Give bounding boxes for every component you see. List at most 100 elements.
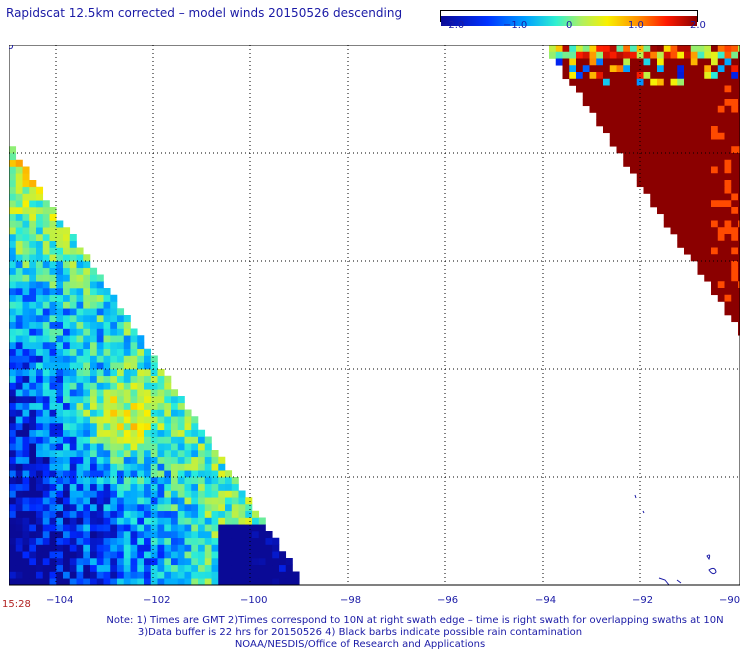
wind-cell (83, 254, 91, 262)
wind-cell (717, 85, 725, 93)
wind-cell (204, 497, 212, 505)
wind-cell (96, 477, 104, 485)
wind-cell (191, 483, 199, 491)
wind-cell (22, 213, 30, 221)
wind-cell (36, 558, 44, 566)
wind-cell (603, 119, 611, 127)
wind-cell (130, 463, 138, 471)
wind-cell (117, 308, 125, 316)
wind-cell (96, 470, 104, 478)
wind-cell (56, 308, 64, 316)
wind-cell (130, 531, 138, 539)
wind-cell (177, 443, 185, 451)
wind-cell (117, 571, 125, 579)
wind-cell (36, 409, 44, 417)
wind-cell (144, 402, 152, 410)
wind-cell (704, 207, 712, 215)
wind-cell (42, 369, 50, 377)
wind-cell (738, 173, 740, 181)
wind-cell (616, 99, 624, 107)
wind-cell (704, 200, 712, 208)
wind-cell (9, 207, 17, 215)
wind-cell (63, 564, 71, 572)
wind-cell (636, 45, 644, 53)
wind-cell (171, 571, 179, 579)
wind-cell (684, 58, 692, 66)
wind-cell (29, 423, 37, 431)
wind-cell (731, 240, 739, 248)
wind-cell (96, 504, 104, 512)
wind-cell (56, 375, 64, 383)
wind-cell (117, 490, 125, 498)
wind-cell (117, 544, 125, 552)
wind-cell (704, 247, 712, 255)
wind-cell (225, 558, 233, 566)
wind-cell (711, 85, 719, 93)
wind-cell (711, 112, 719, 120)
wind-cell (636, 180, 644, 188)
wind-cell (623, 139, 631, 147)
wind-cell (225, 578, 233, 586)
wind-cell (110, 423, 118, 431)
wind-cell (616, 119, 624, 127)
wind-cell (245, 531, 253, 539)
wind-cell (15, 517, 23, 525)
wind-cell (96, 342, 104, 350)
wind-cell (697, 139, 705, 147)
wind-cell (690, 180, 698, 188)
wind-cell (191, 537, 199, 545)
wind-cell (83, 342, 91, 350)
wind-cell (96, 409, 104, 417)
wind-cell (22, 234, 30, 242)
wind-cell (177, 423, 185, 431)
wind-cell (643, 146, 651, 154)
wind-cell (731, 294, 739, 302)
wind-cell (49, 213, 57, 221)
wind-cell (137, 335, 145, 343)
wind-cell (63, 490, 71, 498)
wind-cell (677, 51, 685, 59)
wind-cell (42, 207, 50, 215)
wind-cell (576, 51, 584, 59)
wind-cell (238, 517, 246, 525)
wind-cell (690, 85, 698, 93)
wind-cell (697, 85, 705, 93)
wind-cell (103, 402, 111, 410)
wind-cell (9, 247, 17, 255)
wind-cell (42, 558, 50, 566)
wind-cell (738, 294, 740, 302)
wind-cell (657, 119, 665, 127)
wind-cell (9, 510, 17, 518)
wind-cell (704, 220, 712, 228)
wind-cell (56, 436, 64, 444)
wind-cell (130, 369, 138, 377)
wind-cell (22, 463, 30, 471)
wind-cell (49, 429, 57, 437)
wind-cell (49, 342, 57, 350)
wind-cell (218, 544, 226, 552)
wind-cell (177, 564, 185, 572)
wind-cell (130, 558, 138, 566)
wind-cell (15, 463, 23, 471)
wind-cell (42, 477, 50, 485)
wind-cell (738, 274, 740, 282)
wind-cell (130, 396, 138, 404)
wind-cell (63, 504, 71, 512)
wind-cell (29, 308, 37, 316)
wind-cell (69, 308, 77, 316)
wind-cell (184, 456, 192, 464)
wind-cell (49, 477, 57, 485)
wind-cell (218, 564, 226, 572)
wind-cell (697, 51, 705, 59)
wind-cell (137, 342, 145, 350)
wind-cell (83, 470, 91, 478)
wind-cell (724, 267, 732, 275)
wind-cell (663, 65, 671, 73)
wind-cell (724, 294, 732, 302)
wind-cell (177, 571, 185, 579)
wind-cell (130, 423, 138, 431)
wind-cell (117, 483, 125, 491)
wind-cell (15, 477, 23, 485)
wind-cell (9, 456, 17, 464)
wind-cell (15, 193, 23, 201)
